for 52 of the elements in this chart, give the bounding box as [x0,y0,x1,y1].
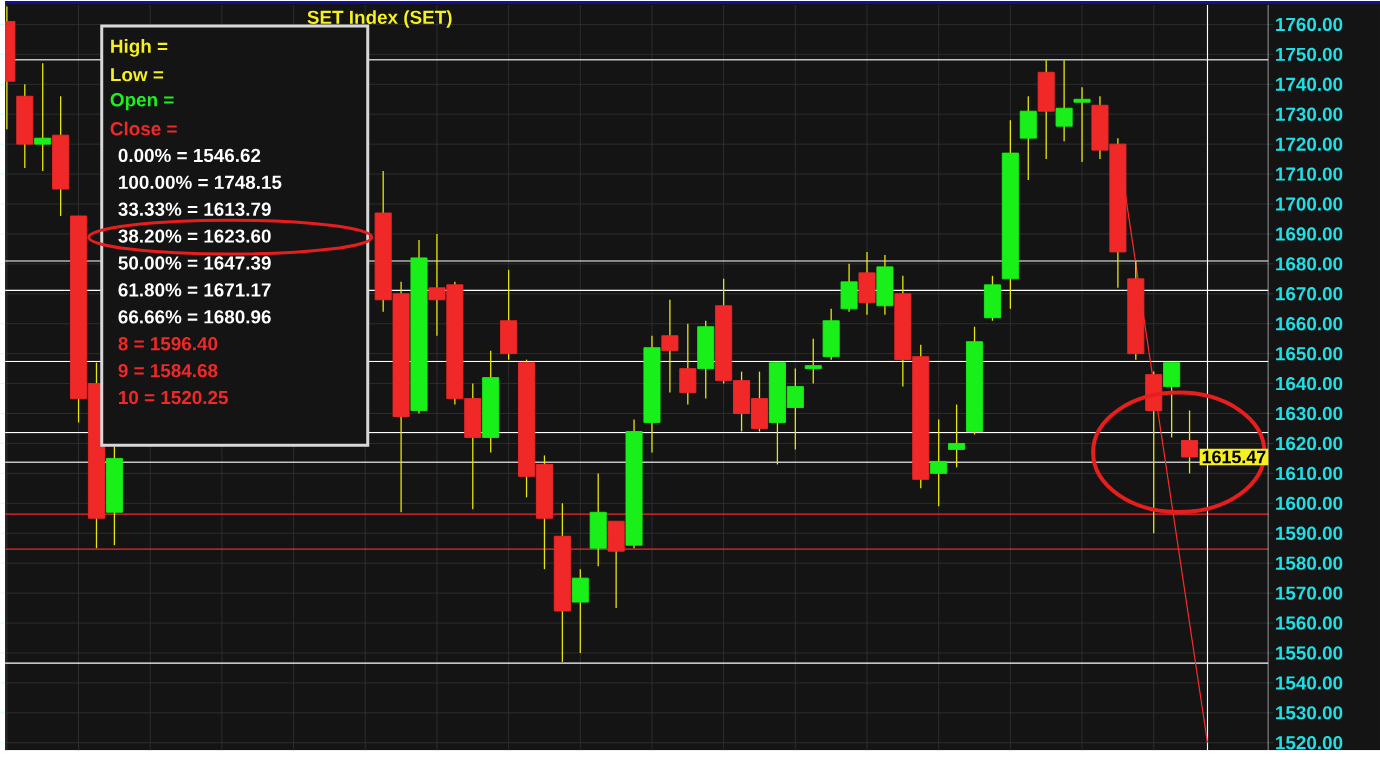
annotation: 38.20% = 1623.60 [118,229,271,243]
y-tick-label: 1590.00 [1276,526,1343,540]
y-tick-label: 1680.00 [1276,257,1343,271]
y-tick-label: 1610.00 [1276,466,1343,481]
y-tick-label: 1640.00 [1276,376,1343,391]
annotation: High = [111,38,168,57]
annotation: 8 = 1596.40 [118,337,218,351]
y-tick-label: 1600.00 [1276,496,1343,510]
candlestick [930,418,948,507]
annotation: 0.00% = 1546.62 [118,148,261,163]
candlestick [804,338,822,385]
candlestick [679,323,697,406]
y-tick-label: 1650.00 [1276,346,1343,361]
annotation: 66.66% = 1680.96 [118,310,271,324]
annotation: 1615.47 [1202,450,1266,464]
candlestick [1073,86,1091,163]
candlestick [661,299,679,394]
candlestick [34,62,52,172]
y-tick-label: 1570.00 [1276,586,1343,600]
annotation: 33.33% = 1613.79 [118,202,271,216]
annotation: Close = [110,121,177,136]
annotation: 9 = 1584.68 [118,363,218,378]
candlestick [948,403,966,469]
y-tick-label: 1710.00 [1276,167,1343,181]
annotation: 50.00% = 1647.39 [118,256,271,270]
y-tick-label: 1740.00 [1276,77,1343,91]
y-tick-label: 1750.00 [1276,47,1343,62]
chart-title: SET Index (SET) [307,10,452,28]
candlestick [571,568,589,654]
y-tick-label: 1700.00 [1276,197,1343,211]
y-tick-label: 1660.00 [1276,317,1343,331]
y-tick-label: 1720.00 [1276,137,1343,151]
y-tick-label: 1550.00 [1276,646,1343,660]
y-tick-label: 1730.00 [1276,107,1343,121]
y-tick-label: 1560.00 [1276,616,1343,630]
annotation: 10 = 1520.25 [119,390,228,405]
y-tick-label: 1670.00 [1276,287,1343,301]
y-tick-label: 1530.00 [1276,706,1343,720]
y-tick-label: 1580.00 [1276,556,1343,570]
annotation: 100.00% = 1748.15 [119,175,282,189]
y-tick-label: 1620.00 [1276,436,1343,451]
candlestick [1163,361,1181,439]
y-tick-label: 1760.00 [1276,17,1343,32]
candlestick [1055,59,1073,142]
annotation: Low = [111,68,164,82]
y-tick-label: 1520.00 [1276,736,1343,750]
y-tick-label: 1630.00 [1276,406,1343,421]
y-tick-label: 1690.00 [1276,227,1343,241]
annotation: Open = [110,93,174,111]
annotation: 61.80% = 1671.17 [118,283,271,297]
candlestick [1181,409,1199,475]
y-tick-label: 1540.00 [1276,676,1343,690]
